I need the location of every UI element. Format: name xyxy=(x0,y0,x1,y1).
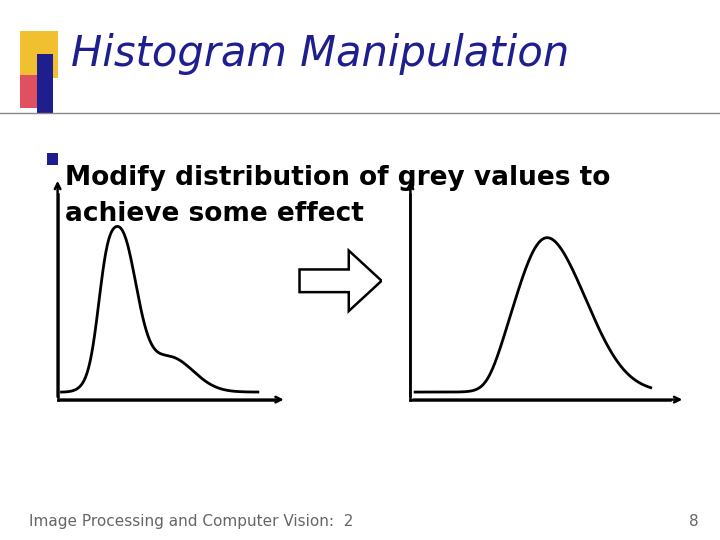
Text: Image Processing and Computer Vision:  2: Image Processing and Computer Vision: 2 xyxy=(29,514,354,529)
Polygon shape xyxy=(300,251,382,311)
Bar xyxy=(47,153,58,165)
Bar xyxy=(20,75,48,108)
Bar xyxy=(20,31,58,78)
Text: Modify distribution of grey values to
achieve some effect: Modify distribution of grey values to ac… xyxy=(65,165,610,227)
Text: Histogram Manipulation: Histogram Manipulation xyxy=(71,33,569,75)
Bar xyxy=(37,54,53,113)
Text: 8: 8 xyxy=(689,514,698,529)
